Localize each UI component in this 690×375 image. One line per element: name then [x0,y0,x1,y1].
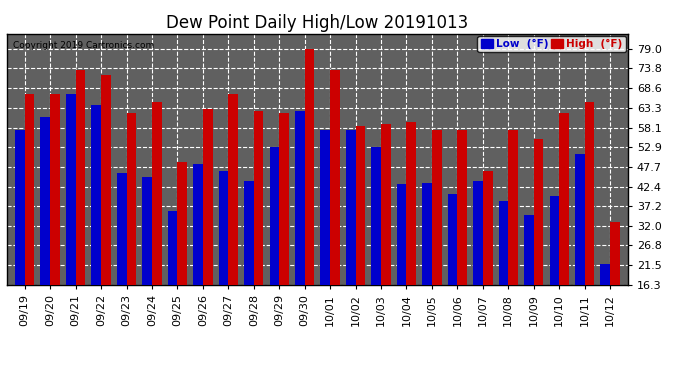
Title: Dew Point Daily High/Low 20191013: Dew Point Daily High/Low 20191013 [166,14,469,32]
Bar [203,109,213,285]
Bar [509,130,518,285]
Bar [25,94,34,285]
Bar [559,113,569,285]
Bar [346,130,355,285]
Bar [219,171,228,285]
Bar [50,94,60,285]
Bar [610,222,620,285]
Bar [193,164,203,285]
Bar [483,171,493,285]
Bar [549,196,559,285]
Bar [117,173,126,285]
Bar [244,181,254,285]
Bar [254,111,264,285]
Bar [406,122,416,285]
Bar [330,69,339,285]
Bar [152,102,161,285]
Bar [270,147,279,285]
Bar [41,117,50,285]
Bar [228,94,238,285]
Bar [126,113,136,285]
Bar [432,130,442,285]
Bar [101,75,110,285]
Bar [305,49,315,285]
Bar [397,184,406,285]
Bar [381,124,391,285]
Bar [499,201,509,285]
Bar [168,211,177,285]
Bar [584,102,594,285]
Bar [473,181,483,285]
Legend: Low  (°F), High  (°F): Low (°F), High (°F) [477,36,626,52]
Text: Copyright 2019 Cartronics.com: Copyright 2019 Cartronics.com [13,41,155,50]
Bar [177,162,187,285]
Bar [15,130,25,285]
Bar [355,126,365,285]
Bar [600,264,610,285]
Bar [91,105,101,285]
Bar [279,113,289,285]
Bar [457,130,467,285]
Bar [76,69,86,285]
Bar [371,147,381,285]
Bar [66,94,76,285]
Bar [295,111,305,285]
Bar [448,194,457,285]
Bar [534,139,544,285]
Bar [422,183,432,285]
Bar [142,177,152,285]
Bar [320,130,330,285]
Bar [524,214,534,285]
Bar [575,154,584,285]
